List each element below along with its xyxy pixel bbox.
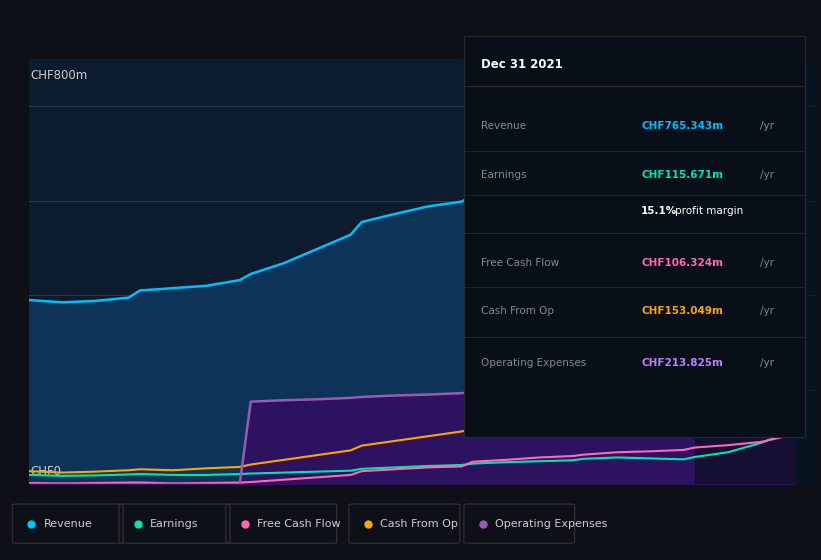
Text: CHF800m: CHF800m <box>30 69 88 82</box>
Text: Cash From Op: Cash From Op <box>481 306 554 316</box>
Text: Earnings: Earnings <box>481 170 526 180</box>
Text: CHF213.825m: CHF213.825m <box>641 358 723 368</box>
Text: Free Cash Flow: Free Cash Flow <box>257 519 341 529</box>
Text: CHF115.671m: CHF115.671m <box>641 170 723 180</box>
Text: Free Cash Flow: Free Cash Flow <box>481 258 559 268</box>
Text: 15.1%: 15.1% <box>641 206 677 216</box>
Text: CHF153.049m: CHF153.049m <box>641 306 723 316</box>
Text: Cash From Op: Cash From Op <box>380 519 458 529</box>
Text: CHF106.324m: CHF106.324m <box>641 258 723 268</box>
Text: profit margin: profit margin <box>675 206 743 216</box>
Text: /yr: /yr <box>760 306 774 316</box>
Text: /yr: /yr <box>760 170 774 180</box>
Text: Dec 31 2021: Dec 31 2021 <box>481 58 562 72</box>
Text: /yr: /yr <box>760 358 774 368</box>
Bar <box>695 59 821 484</box>
Text: Revenue: Revenue <box>44 519 92 529</box>
Text: /yr: /yr <box>760 258 774 268</box>
Text: Operating Expenses: Operating Expenses <box>481 358 586 368</box>
Text: Earnings: Earnings <box>150 519 199 529</box>
Text: Operating Expenses: Operating Expenses <box>495 519 608 529</box>
Text: Revenue: Revenue <box>481 122 526 132</box>
Text: CHF0: CHF0 <box>30 465 62 478</box>
Text: /yr: /yr <box>760 122 774 132</box>
Text: CHF765.343m: CHF765.343m <box>641 122 723 132</box>
